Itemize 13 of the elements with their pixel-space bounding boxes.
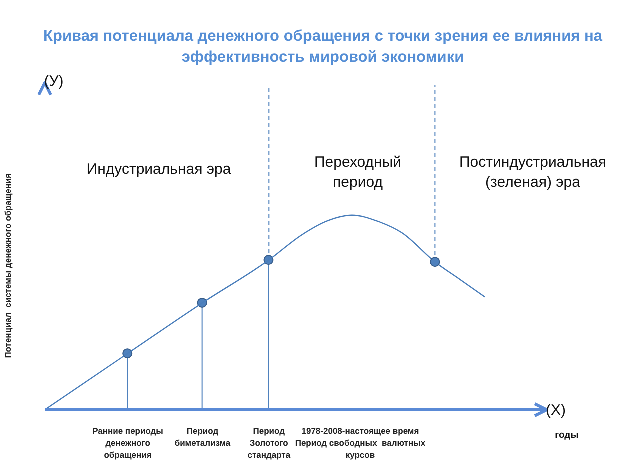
text: Постиндустриальная (зеленая) эра — [458, 153, 608, 193]
text: годы — [554, 429, 580, 443]
text: Переходный период — [313, 153, 403, 193]
x-tick-label: Период биметализма — [174, 426, 231, 448]
x-tick-label: Период Золотого стандарта — [248, 426, 291, 460]
text: (X) — [545, 401, 567, 421]
x-tick-label: Ранние периоды денежного обращения — [92, 426, 164, 460]
x-tick-label: 1978-2008-настоящее время Период свободных валютных курсов — [295, 426, 426, 460]
text: Индустриальная эра — [86, 160, 232, 180]
text: (У) — [43, 72, 65, 92]
y-axis-title: Потенциал системы денежного обращения — [3, 172, 13, 360]
chart-title: Кривая потенциала денежного обращения с точки зрения ее влияния на эффективность мировой экономики — [42, 27, 604, 68]
point — [430, 257, 440, 268]
